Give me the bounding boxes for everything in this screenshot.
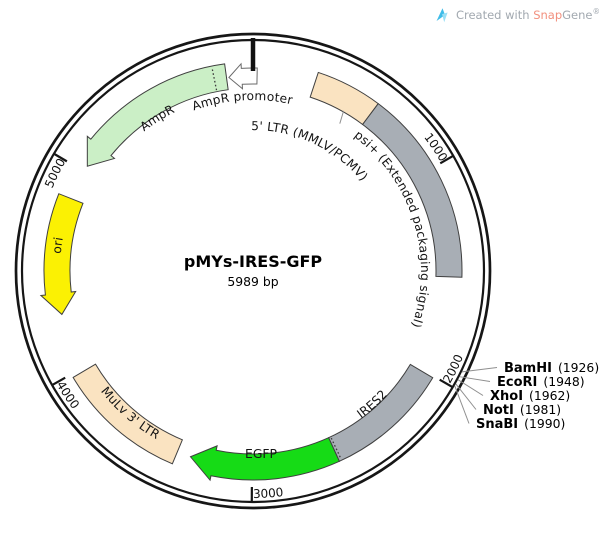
plasmid-backbone-ring-inner <box>20 38 486 504</box>
tick-label-5000: 5000 <box>42 156 68 190</box>
feature-ires2-arc[interactable] <box>327 363 434 462</box>
feature-ori-arc[interactable] <box>39 193 84 316</box>
tick-2000 <box>439 378 453 388</box>
plasmid-title: pMYs-IRES-GFP <box>184 252 323 271</box>
feature-ampr_promoter-arc[interactable] <box>228 62 258 90</box>
feature-ampr-arc[interactable] <box>86 63 229 167</box>
site-label-BamHI[interactable]: BamHI (1926) <box>504 360 599 376</box>
plasmid-backbone-ring-outer <box>14 32 492 510</box>
site-leader-line-NotI <box>455 383 477 410</box>
feature-ltr5-label-leader-line <box>339 110 345 124</box>
site-leader-line-EcoRI <box>459 376 491 382</box>
site-leader-line-BamHI <box>461 367 498 373</box>
tick-4000 <box>52 376 66 386</box>
site-label-XhoI[interactable]: XhoI (1962) <box>490 388 570 404</box>
site-leader-line-SnaBI <box>454 385 470 424</box>
site-label-SnaBI[interactable]: SnaBI (1990) <box>476 416 565 432</box>
feature-ori-label: ori <box>50 236 66 254</box>
feature-egfp-label: EGFP <box>245 446 278 461</box>
watermark-brand-gene: Gene <box>562 8 593 22</box>
registered-mark: ® <box>592 7 601 17</box>
site-leader-line-XhoI <box>457 379 484 396</box>
feature-mulv-label-path <box>59 202 348 465</box>
plasmid-size: 5989 bp <box>227 274 278 289</box>
watermark: Created with SnapGene® <box>434 6 600 24</box>
site-label-NotI[interactable]: NotI (1981) <box>483 402 561 418</box>
site-label-EcoRI[interactable]: EcoRI (1948) <box>497 374 585 390</box>
tick-1000 <box>439 155 454 165</box>
watermark-text: Created with SnapGene® <box>455 7 601 22</box>
feature-ltr5-label: 5' LTR (MMLV/PCMV) <box>251 119 371 184</box>
feature-mulv-arc[interactable] <box>72 363 184 465</box>
snapgene-logo-icon <box>436 8 448 23</box>
tick-label-3000: 3000 <box>253 485 284 501</box>
feature-psi-arc[interactable] <box>361 102 463 278</box>
tick-5000 <box>53 153 68 163</box>
feature-egfp-arc[interactable] <box>189 436 341 482</box>
watermark-brand-snap: Snap <box>533 8 563 22</box>
